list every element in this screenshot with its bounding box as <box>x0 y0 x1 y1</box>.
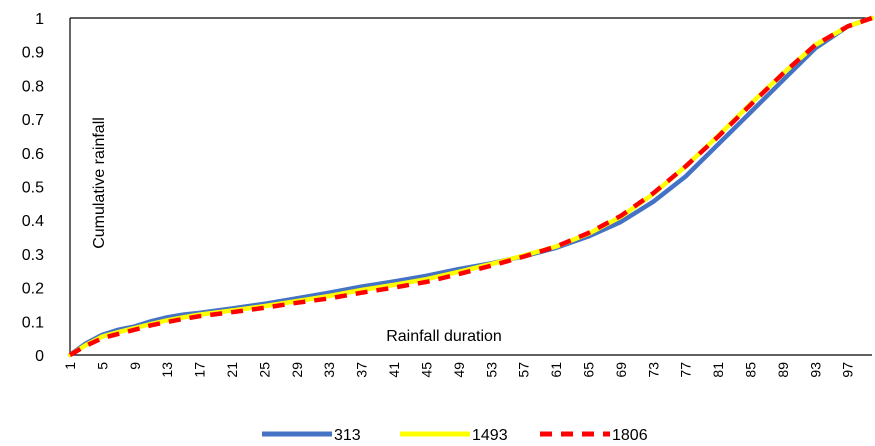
legend-label-313: 313 <box>334 427 361 444</box>
y-axis-label: Cumulative rainfall <box>91 117 108 249</box>
legend-label-1493: 1493 <box>472 427 508 444</box>
y-tick-label: 0.4 <box>22 213 44 230</box>
x-tick-label: 73 <box>645 362 661 378</box>
x-tick-label: 45 <box>418 362 434 378</box>
x-tick-label: 37 <box>354 362 370 378</box>
x-tick-label: 57 <box>516 362 532 378</box>
y-tick-label: 0.8 <box>22 78 44 95</box>
series-line-313 <box>67 15 875 358</box>
y-tick-label: 0.7 <box>22 112 44 129</box>
x-tick-label: 61 <box>548 362 564 378</box>
x-tick-label: 29 <box>289 362 305 378</box>
x-axis-tick-labels: 1 5 9 13 17 21 25 29 33 37 41 45 49 53 57 61 65 69 73 77 81 8… <box>62 362 856 378</box>
y-axis-tick-labels: 0 0.1 0.2 0.3 0.4 0.5 0.6 0.7 0.8 0.9 1 <box>22 11 44 365</box>
y-tick-label: 0.2 <box>22 281 44 298</box>
x-tick-label: 17 <box>192 362 208 378</box>
x-tick-label: 33 <box>321 362 337 378</box>
x-tick-label: 49 <box>451 362 467 378</box>
legend: 313 1493 1806 <box>262 427 648 444</box>
x-tick-label: 93 <box>807 362 823 378</box>
x-tick-label: 13 <box>159 362 175 378</box>
x-tick-label: 89 <box>775 362 791 378</box>
x-tick-label: 9 <box>127 362 143 370</box>
y-tick-label: 0.9 <box>22 45 44 62</box>
x-tick-label: 65 <box>580 362 596 378</box>
x-tick-label: 97 <box>840 362 856 378</box>
x-tick-label: 25 <box>256 362 272 378</box>
x-tick-label: 1 <box>62 362 78 370</box>
y-tick-label: 1 <box>35 11 44 28</box>
x-axis-label: Rainfall duration <box>386 328 502 345</box>
series-lines <box>67 15 875 358</box>
series-line-1493 <box>67 15 875 358</box>
series-line-1806 <box>68 15 873 357</box>
y-tick-label: 0.6 <box>22 146 44 163</box>
y-tick-label: 0.3 <box>22 247 44 264</box>
legend-label-1806: 1806 <box>612 427 648 444</box>
y-tick-label: 0.5 <box>22 180 44 197</box>
y-tick-label: 0 <box>35 348 44 365</box>
x-tick-label: 21 <box>224 362 240 378</box>
x-tick-label: 41 <box>386 362 402 378</box>
x-tick-label: 85 <box>742 362 758 378</box>
x-tick-label: 53 <box>483 362 499 378</box>
x-tick-label: 69 <box>613 362 629 378</box>
x-tick-label: 5 <box>94 362 110 370</box>
axes <box>69 17 872 356</box>
y-tick-label: 0.1 <box>22 314 44 331</box>
x-tick-label: 81 <box>710 362 726 378</box>
x-tick-label: 77 <box>678 362 694 378</box>
